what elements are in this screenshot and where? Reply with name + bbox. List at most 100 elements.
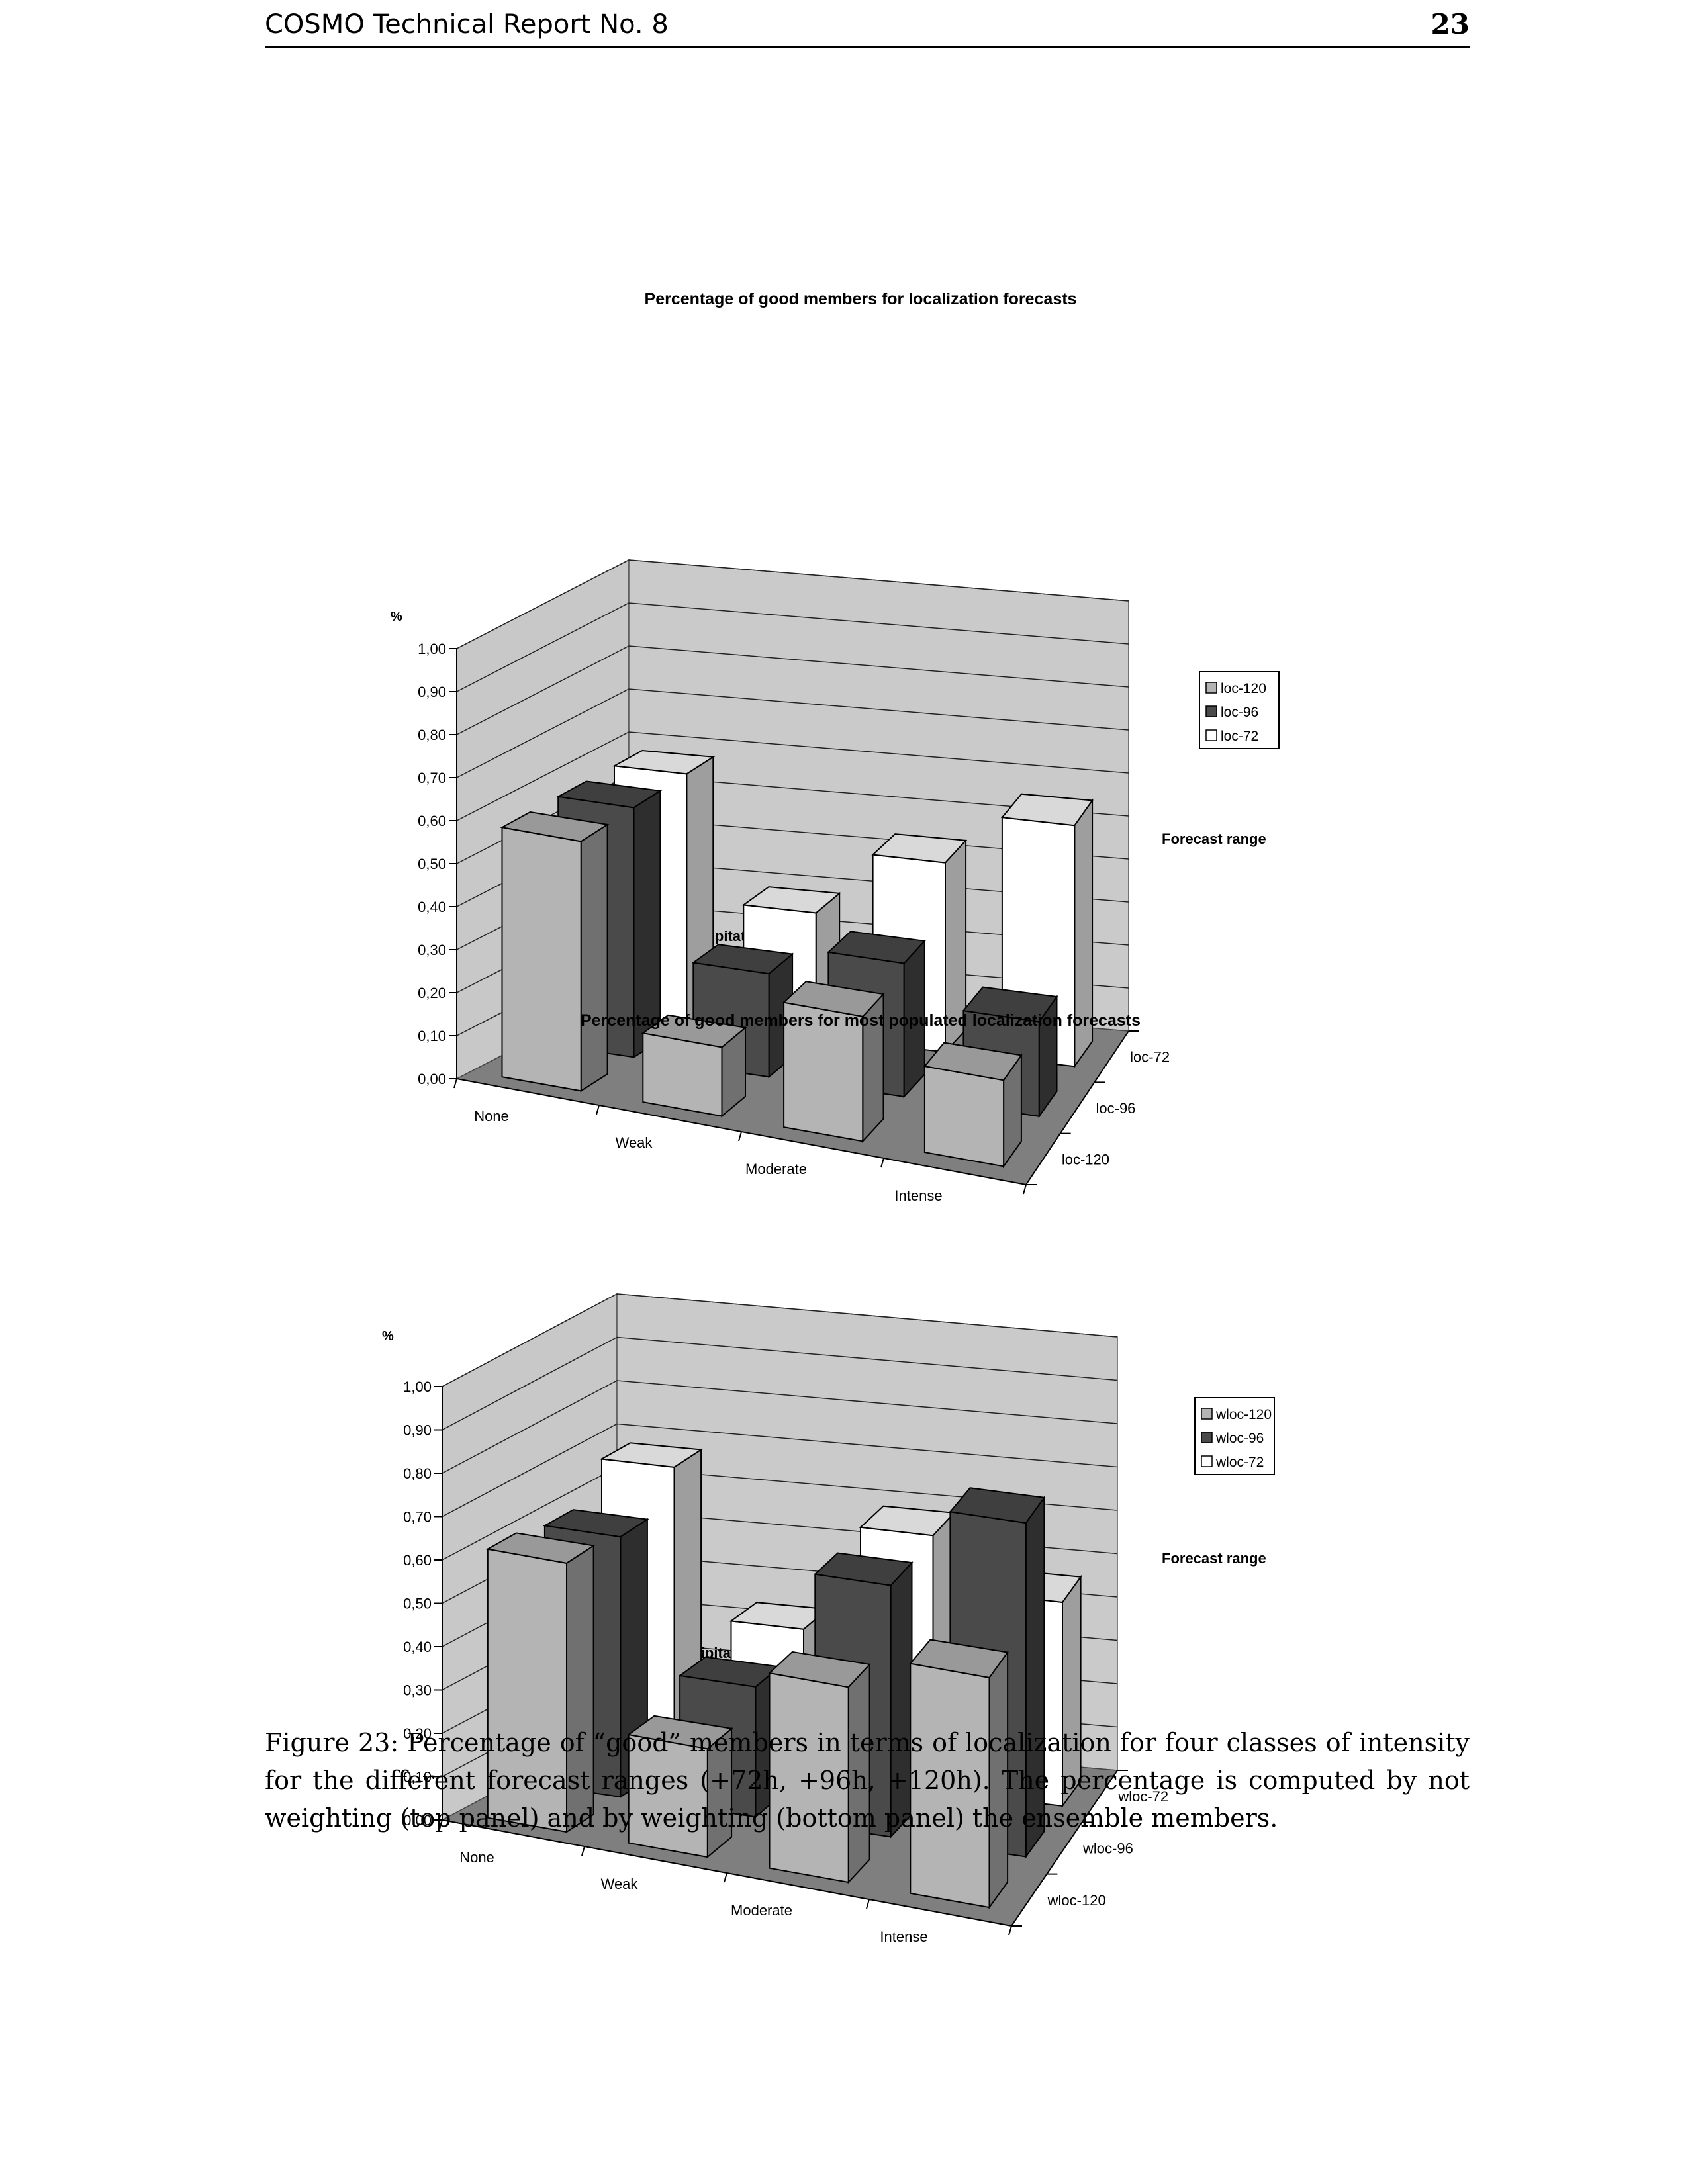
x-tick-label: Moderate	[731, 1902, 792, 1919]
y-tick-label: 1,00	[403, 1379, 432, 1395]
legend-label: wloc-96	[1215, 1431, 1264, 1446]
depth-tick-label: loc-72	[1130, 1049, 1170, 1066]
bar-wloc-120-none	[485, 1532, 596, 1833]
x-tick	[1008, 1925, 1012, 1936]
y-axis-label: %	[391, 610, 402, 624]
y-tick-label: 0,40	[403, 1639, 432, 1655]
depth-tick-label: wloc-96	[1082, 1841, 1133, 1857]
gridline	[442, 1293, 1118, 1387]
legend-swatch	[1201, 1455, 1213, 1467]
bar-top	[949, 1487, 1046, 1524]
depth-tick-label: wloc-120	[1047, 1892, 1106, 1909]
chart-title: Percentage of good members for localizat…	[645, 290, 1077, 308]
bar-top	[909, 1639, 1009, 1678]
bar-top	[741, 886, 841, 914]
x-tick	[866, 1899, 870, 1909]
page-header: COSMO Technical Report No. 8 23	[265, 5, 1470, 48]
y-tick-label: 0,10	[418, 1028, 446, 1044]
legend-label: loc-72	[1221, 729, 1258, 744]
x-tick	[880, 1158, 884, 1168]
bar-wloc-120-moderate	[768, 1651, 871, 1884]
figure-caption: Figure 23: Percentage of “good” members …	[265, 1728, 1470, 1833]
legend-swatch	[1201, 1432, 1213, 1443]
x-tick	[453, 1078, 457, 1089]
y-tick-label: 0,20	[418, 985, 446, 1001]
bar-top	[627, 1715, 733, 1750]
legend-label: loc-120	[1221, 681, 1266, 696]
bar-wloc-120-intense	[909, 1639, 1009, 1910]
legend-swatch	[1201, 1408, 1213, 1420]
bar-top	[962, 986, 1058, 1023]
x-tick-label: None	[474, 1108, 509, 1124]
chart-title: Percentage of good members for most popu…	[581, 1011, 1141, 1030]
x-tick-label: Weak	[616, 1134, 653, 1151]
depth-tick-label: wloc-72	[1117, 1788, 1168, 1805]
page-number: 23	[1430, 8, 1470, 40]
y-tick-label: 0,50	[418, 856, 446, 872]
x-tick	[738, 1131, 742, 1142]
depth-axis	[1025, 1030, 1129, 1185]
x-tick-label: Intense	[880, 1929, 927, 1945]
x-tick	[724, 1872, 727, 1883]
bar-top	[768, 1651, 871, 1688]
legend-label: loc-96	[1221, 705, 1258, 720]
y-tick-label: 0,30	[403, 1682, 432, 1699]
gridline	[442, 1423, 1118, 1518]
bar-top	[542, 1509, 649, 1538]
gridline	[456, 688, 1129, 778]
bar-top	[599, 1442, 704, 1468]
y-axis-label: %	[382, 1329, 394, 1343]
bar-top	[556, 780, 663, 809]
bar-top	[1000, 793, 1094, 827]
y-tick-label: 0,80	[418, 727, 446, 743]
depth-tick-label: loc-120	[1062, 1151, 1109, 1167]
legend-swatch	[1205, 729, 1217, 741]
gridline	[456, 645, 1129, 735]
y-tick-label: 0,00	[403, 1812, 432, 1829]
bar-top	[782, 981, 885, 1017]
bar-top	[691, 944, 794, 975]
y-tick-label: 0,50	[403, 1596, 432, 1612]
gridline	[442, 1336, 1118, 1431]
x-tick-label: Intense	[894, 1187, 942, 1204]
y-tick-label: 0,00	[418, 1071, 446, 1087]
depth-axis-label: Forecast range	[1162, 1550, 1266, 1567]
y-tick-label: 0,90	[403, 1422, 432, 1439]
gridline	[456, 731, 1129, 821]
legend-label: wloc-120	[1215, 1407, 1272, 1422]
y-tick-label: 0,80	[403, 1465, 432, 1482]
y-tick-label: 1,00	[418, 641, 446, 657]
x-tick-label: None	[459, 1849, 494, 1866]
legend-swatch	[1205, 682, 1217, 694]
y-tick-label: 0,70	[418, 770, 446, 786]
y-tick-label: 0,10	[403, 1769, 432, 1786]
x-tick	[596, 1105, 600, 1115]
y-tick-label: 0,60	[418, 813, 446, 829]
y-tick-label: 0,30	[418, 942, 446, 958]
bar-wloc-120-weak	[627, 1715, 733, 1859]
y-tick-label: 0,90	[418, 684, 446, 700]
y-tick-label: 0,60	[403, 1552, 432, 1569]
bar-top	[500, 811, 610, 842]
legend-swatch	[1205, 705, 1217, 717]
depth-axis	[1011, 1770, 1118, 1927]
depth-axis-label: Forecast range	[1162, 831, 1266, 847]
chart-bottom-weighted-localization: Percentage of good members for most popu…	[382, 1011, 1275, 1945]
bar-loc-120-none	[500, 811, 610, 1093]
x-tick	[581, 1846, 585, 1856]
bar-loc-120-intense	[923, 1042, 1023, 1169]
depth-tick-label: loc-96	[1096, 1100, 1136, 1116]
y-tick-label: 0,70	[403, 1509, 432, 1525]
bar-top	[923, 1042, 1023, 1081]
legend-label: wloc-72	[1215, 1455, 1264, 1470]
bar-loc-120-weak	[641, 1014, 747, 1118]
bar-top	[827, 931, 926, 964]
chart-top-localization: Percentage of good members for localizat…	[391, 290, 1280, 1204]
bar-top	[814, 1552, 914, 1586]
x-tick-label: Weak	[601, 1876, 639, 1892]
gridline	[456, 602, 1129, 692]
gridline	[442, 1380, 1118, 1474]
bar-top	[641, 1014, 747, 1048]
x-tick	[439, 1819, 443, 1830]
bar-top	[485, 1532, 596, 1564]
